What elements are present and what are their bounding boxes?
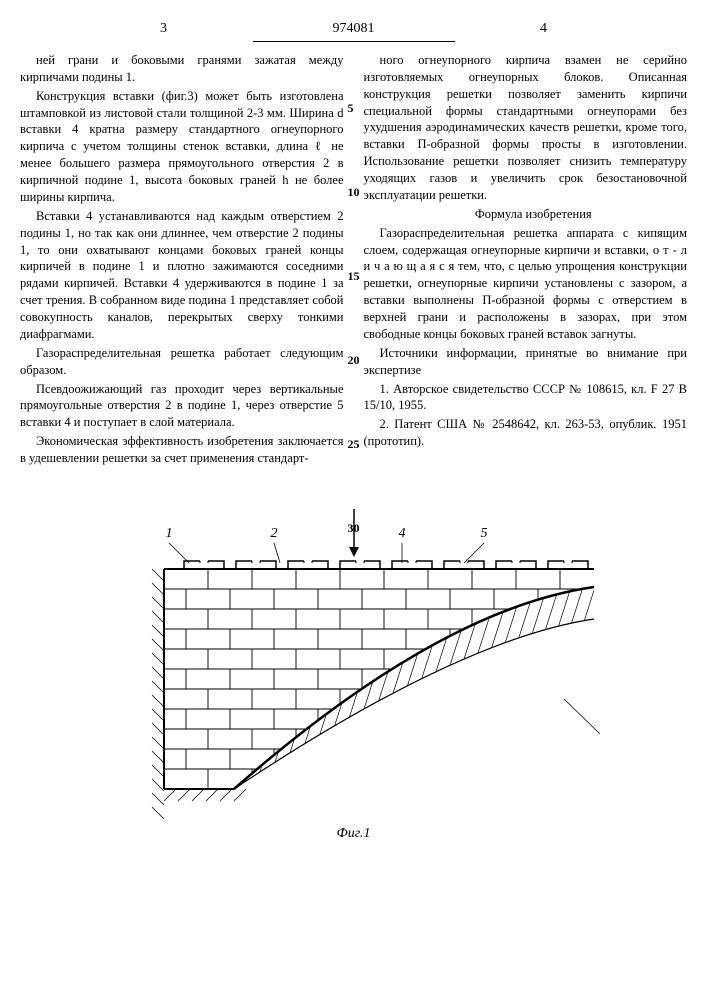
line-marker: 5 <box>348 100 354 116</box>
source-ref: 2. Патент США № 2548642, кл. 263-53, опу… <box>364 416 688 450</box>
paragraph: Вставки 4 устанавливаются над каждым отв… <box>20 208 344 343</box>
left-column: ней грани и боковыми гранями зажатая меж… <box>20 52 344 469</box>
paragraph: ней грани и боковыми гранями зажатая меж… <box>20 52 344 86</box>
paragraph: ного огнеупорного кирпича взамен не сери… <box>364 52 688 204</box>
line-marker: 30 <box>348 520 360 536</box>
svg-text:3: 3 <box>603 730 604 745</box>
figure-1: 1 2 4 5 3 Фиг.1 <box>20 499 687 844</box>
page-number-right: 4 <box>540 20 547 39</box>
formula-title: Формула изобретения <box>364 206 688 223</box>
svg-text:2: 2 <box>270 526 277 541</box>
svg-text:5: 5 <box>480 526 487 541</box>
figure-diagram: 1 2 4 5 3 <box>104 499 604 819</box>
page-header: 3 974081 4 <box>20 20 687 42</box>
document-number: 974081 <box>253 20 455 42</box>
paragraph: Экономическая эффективность изобретения … <box>20 433 344 467</box>
figure-caption: Фиг.1 <box>20 825 687 844</box>
right-column: ного огнеупорного кирпича взамен не сери… <box>364 52 688 469</box>
line-marker: 20 <box>348 352 360 368</box>
page-number-left: 3 <box>160 20 167 39</box>
line-marker: 25 <box>348 436 360 452</box>
line-marker: 10 <box>348 184 360 200</box>
svg-text:4: 4 <box>398 526 405 541</box>
paragraph: Газораспределительная решетка аппарата с… <box>364 225 688 343</box>
line-marker: 15 <box>348 268 360 284</box>
text-columns: 5 10 15 20 25 30 ней грани и боковыми гр… <box>20 52 687 469</box>
svg-text:1: 1 <box>165 526 172 541</box>
paragraph: Конструкция вставки (фиг.3) может быть и… <box>20 88 344 206</box>
paragraph: Псевдоожижающий газ проходит через верти… <box>20 381 344 432</box>
source-ref: 1. Авторское свидетельство СССР № 108615… <box>364 381 688 415</box>
sources-title: Источники информации, принятые во вниман… <box>364 345 688 379</box>
paragraph: Газораспределительная решетка работает с… <box>20 345 344 379</box>
